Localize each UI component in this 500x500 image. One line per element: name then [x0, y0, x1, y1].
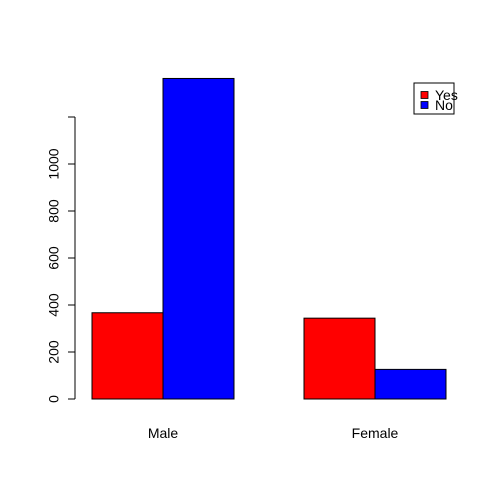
x-axis-labels: Male Female [148, 425, 399, 441]
x-category-label: Female [352, 425, 399, 441]
bar-female-no [374, 368, 447, 400]
bars-group [91, 77, 447, 400]
legend-label-yes: Yes [435, 87, 458, 103]
bar-male-yes [91, 312, 164, 400]
legend-label-no: No [435, 97, 453, 113]
bar-female-yes [303, 317, 376, 400]
y-axis: 0 200 400 600 800 1000 [46, 116, 76, 403]
y-tick-label: 200 [46, 340, 62, 364]
legend-swatch-no [420, 101, 429, 109]
y-tick-label: 0 [46, 395, 62, 403]
y-tick-label: 400 [46, 293, 62, 317]
y-tick-label: 800 [46, 199, 62, 223]
y-tick-label: 600 [46, 246, 62, 270]
y-tick-label: 1000 [46, 148, 62, 179]
bar-male-no [162, 77, 235, 400]
x-category-label: Male [148, 425, 179, 441]
legend-swatch-yes [420, 91, 429, 99]
